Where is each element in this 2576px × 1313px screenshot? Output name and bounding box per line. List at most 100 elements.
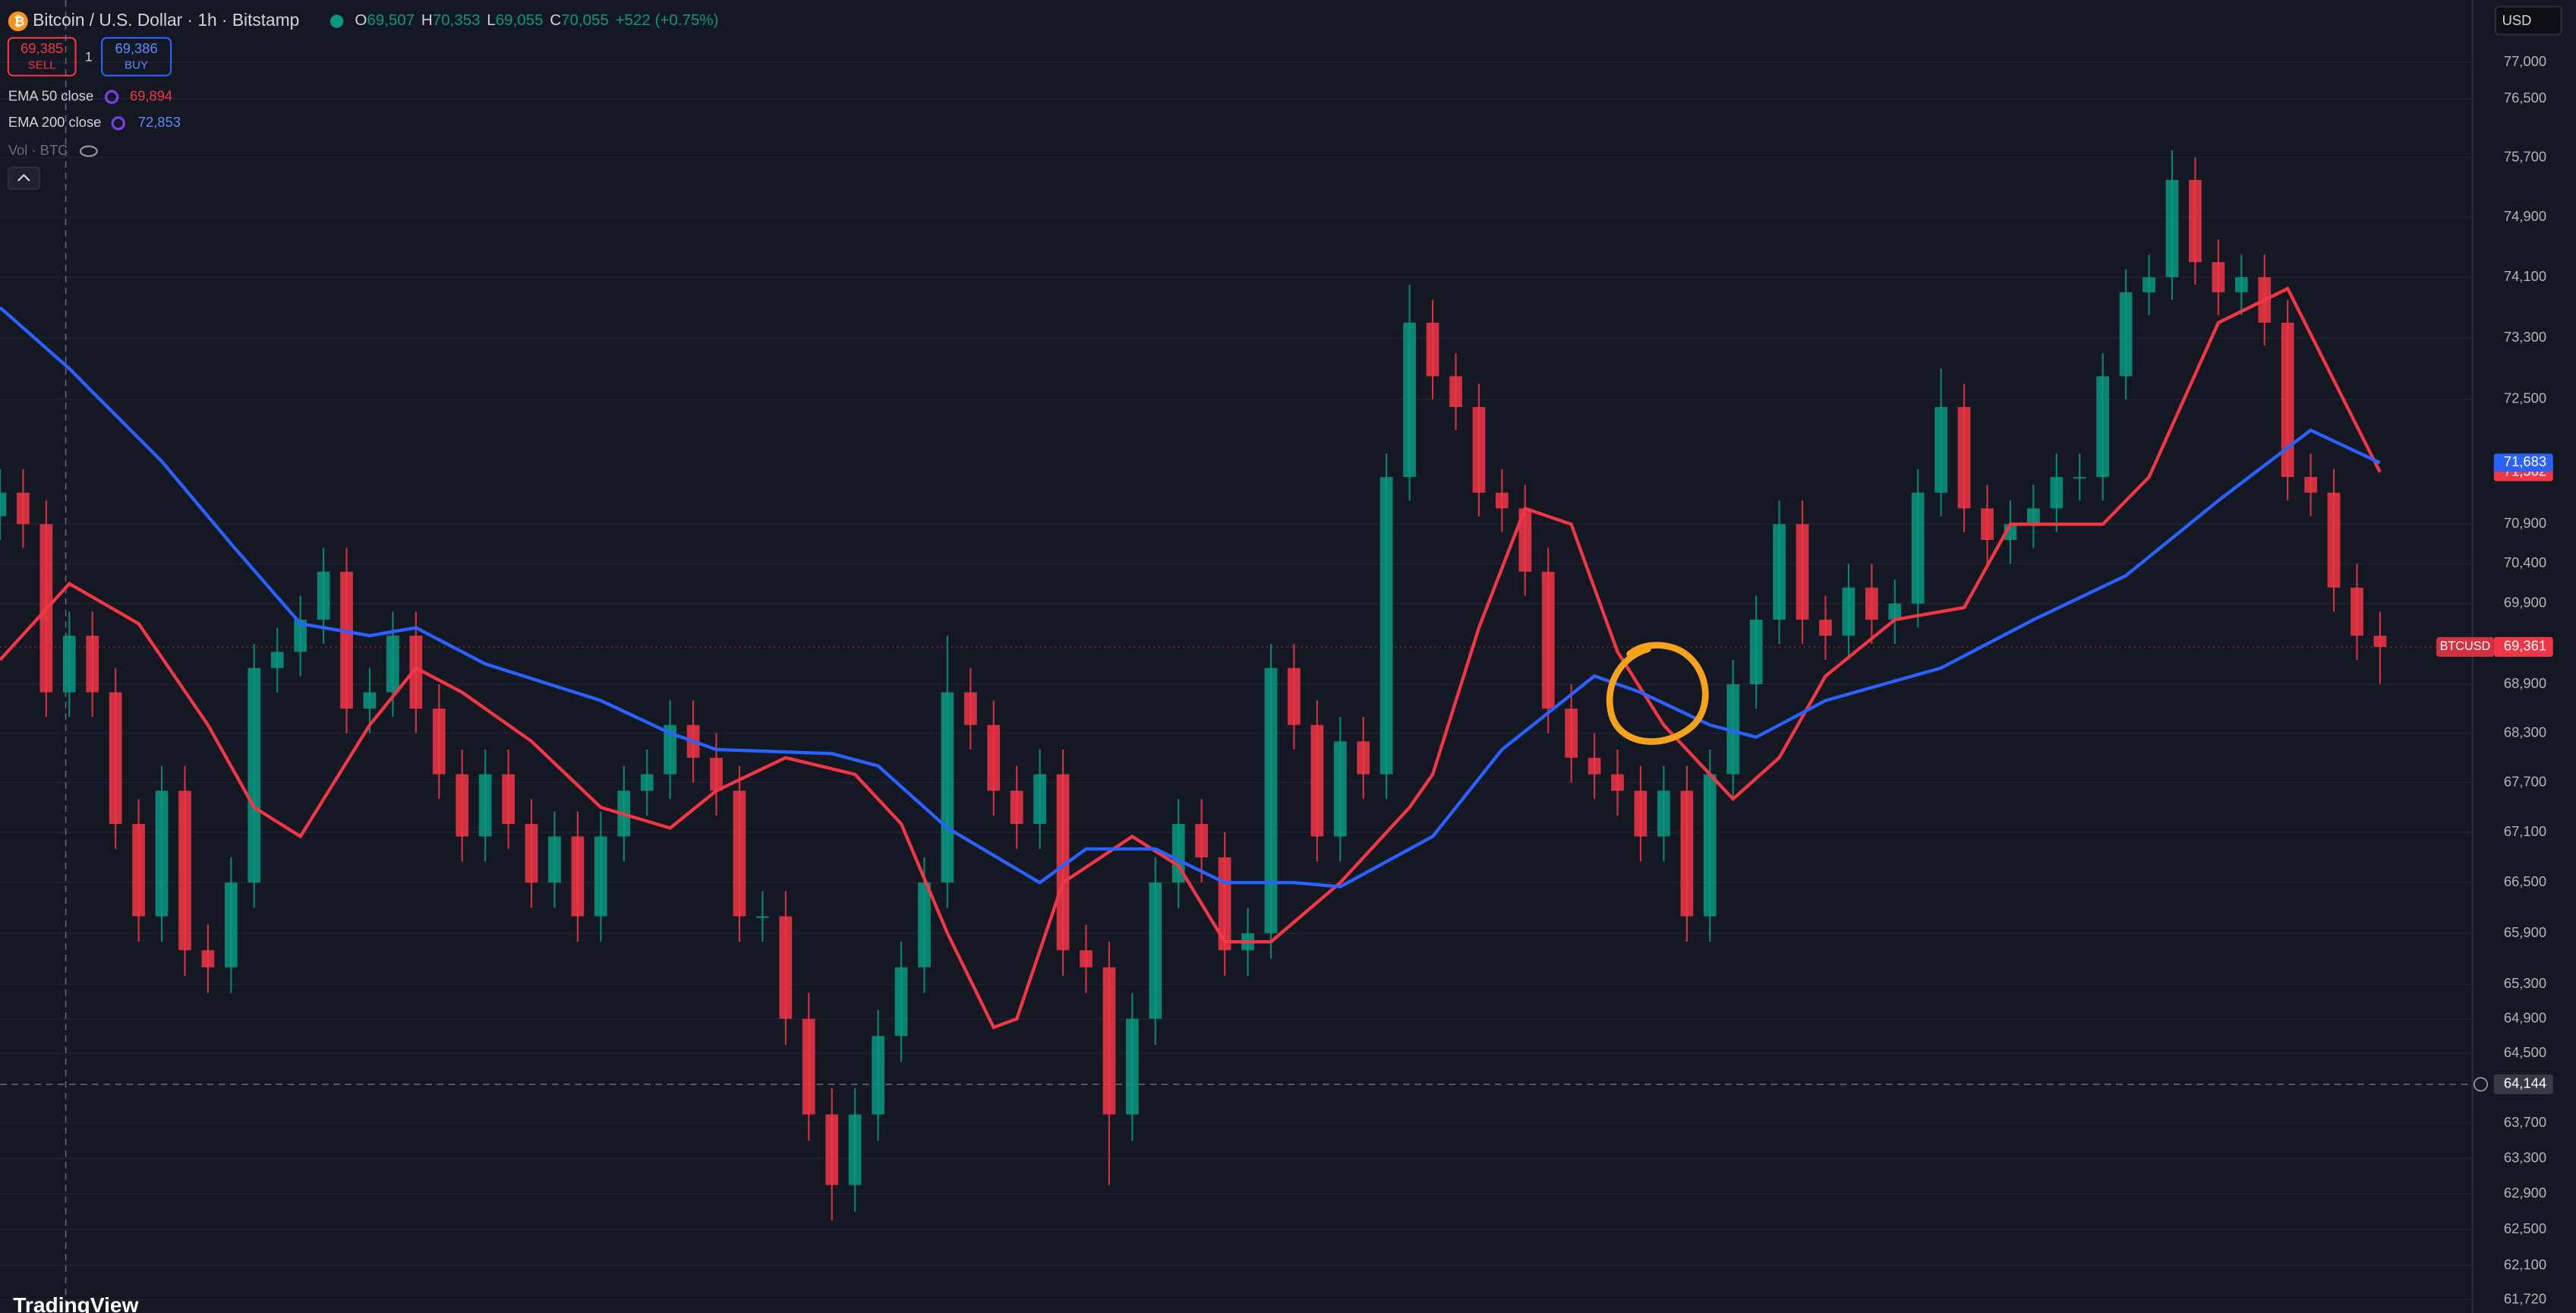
candle-body bbox=[1773, 524, 1786, 620]
crosshair-add-icon[interactable] bbox=[2473, 1077, 2489, 1092]
ohlc-key: O bbox=[355, 12, 367, 30]
candle-body bbox=[2073, 477, 2086, 479]
candle-body bbox=[432, 709, 446, 775]
candle-body bbox=[1449, 376, 1462, 407]
y-tick-label: 64,900 bbox=[2504, 1009, 2546, 1025]
currency-button[interactable] bbox=[2494, 5, 2562, 36]
candle-body bbox=[1357, 741, 1370, 775]
candle-body bbox=[594, 836, 607, 917]
candle-body bbox=[317, 571, 330, 620]
y-tick-label: 65,900 bbox=[2504, 924, 2546, 940]
candle-body bbox=[294, 619, 307, 652]
candle-body bbox=[1495, 492, 1509, 509]
candle-body bbox=[109, 692, 122, 825]
candle-body bbox=[478, 774, 492, 837]
candle-body bbox=[1126, 1018, 1139, 1115]
candle-body bbox=[1403, 322, 1416, 478]
ohlc-readout: O69,507 H70,353 L69,055 C70,055 +522 (+0.75%… bbox=[355, 12, 718, 30]
symbol-title[interactable]: Bitcoin / U.S. Dollar · 1h · Bitstamp bbox=[33, 10, 299, 30]
y-tick-label: 65,300 bbox=[2504, 975, 2546, 991]
candle-body bbox=[1865, 587, 1878, 620]
candle-body bbox=[525, 824, 538, 883]
candle-body bbox=[1680, 791, 1694, 917]
candle-body bbox=[1634, 791, 1647, 837]
ema-line bbox=[0, 286, 2382, 1030]
candle-body bbox=[779, 916, 793, 1019]
candle-body bbox=[456, 774, 469, 837]
candle-body bbox=[2096, 376, 2110, 478]
sell-button[interactable] bbox=[7, 36, 77, 77]
candle-body bbox=[248, 668, 261, 883]
candle-body bbox=[155, 791, 169, 917]
ema-price-tag bbox=[2493, 453, 2553, 472]
candle-body bbox=[2234, 277, 2248, 292]
y-tick-label: 67,100 bbox=[2504, 823, 2546, 839]
candle-body bbox=[386, 636, 399, 693]
collapse-button[interactable] bbox=[7, 166, 41, 190]
candle-body bbox=[2304, 477, 2317, 493]
collapse-icon bbox=[17, 173, 30, 181]
ohlc-key: C bbox=[550, 12, 561, 30]
candle-body bbox=[756, 916, 769, 918]
volume-indicator[interactable]: Vol · BTC bbox=[8, 142, 68, 158]
candle-body bbox=[502, 774, 515, 825]
candle-body bbox=[2351, 587, 2363, 636]
candle-body bbox=[894, 967, 908, 1037]
ohlc-value: 70,353 bbox=[433, 12, 481, 30]
y-tick-label: 74,100 bbox=[2504, 268, 2546, 284]
candle-body bbox=[1934, 406, 1948, 493]
indicator-icon[interactable] bbox=[111, 116, 125, 131]
y-tick-label: 62,100 bbox=[2504, 1256, 2546, 1272]
candle-body bbox=[270, 652, 284, 668]
symbol-tag-label: BTCUSD bbox=[2440, 639, 2491, 653]
y-tick-label: 74,900 bbox=[2504, 208, 2546, 224]
candle-body bbox=[1264, 668, 1278, 933]
logo[interactable]: TradingView bbox=[13, 1293, 138, 1313]
candle-body bbox=[548, 836, 561, 883]
y-tick-label: 69,900 bbox=[2504, 595, 2546, 611]
price-change: +522 (+0.75%) bbox=[616, 12, 719, 30]
sell-price: 69,385 bbox=[20, 40, 63, 56]
indicator-name[interactable]: EMA 50 close bbox=[8, 88, 93, 104]
y-tick-label: 72,500 bbox=[2504, 390, 2546, 406]
candle-body bbox=[86, 636, 99, 693]
candle-body bbox=[733, 791, 746, 917]
candle-body bbox=[1657, 791, 1670, 837]
ohlc-value: 69,507 bbox=[367, 12, 415, 30]
candle-body bbox=[1796, 524, 1809, 620]
y-tick-label: 61,720 bbox=[2504, 1291, 2546, 1307]
candle-body bbox=[1010, 791, 1023, 825]
indicator-name[interactable]: EMA 200 close bbox=[8, 114, 102, 130]
hide-icon[interactable] bbox=[79, 145, 98, 157]
market-status[interactable] bbox=[329, 14, 344, 28]
ema-line bbox=[0, 306, 2381, 888]
candle-body bbox=[17, 492, 30, 525]
candle-body bbox=[848, 1114, 862, 1185]
crosshair-label: 64,144 bbox=[2504, 1075, 2546, 1091]
buy-button[interactable] bbox=[101, 36, 172, 77]
candle-body bbox=[1819, 619, 1832, 636]
candle-body bbox=[1611, 774, 1624, 791]
candle-body bbox=[1565, 709, 1578, 758]
candle-body bbox=[62, 636, 76, 693]
y-tick-label: 76,500 bbox=[2504, 90, 2546, 106]
candle-body bbox=[1541, 571, 1555, 709]
candle-body bbox=[2327, 492, 2341, 588]
bitcoin-glyph: ₿ bbox=[14, 14, 24, 29]
candle-body bbox=[409, 636, 423, 709]
candle-body bbox=[2142, 277, 2155, 292]
candle-body bbox=[1588, 757, 1601, 775]
y-tick-label: 64,500 bbox=[2504, 1044, 2546, 1060]
candle-body bbox=[224, 882, 238, 967]
indicator-icon[interactable] bbox=[104, 90, 119, 104]
y-tick-label: 63,700 bbox=[2504, 1114, 2546, 1130]
candle-body bbox=[1056, 774, 1070, 951]
candle-body bbox=[2212, 262, 2225, 292]
price-axis: 77,000 76,500 75,700 74,900 74,100 73,300 72,5… bbox=[2436, 53, 2553, 1307]
ohlc-key: L bbox=[487, 12, 495, 30]
ohlc-value: 69,055 bbox=[496, 12, 544, 30]
candle-body bbox=[963, 692, 977, 725]
candle-body bbox=[664, 724, 677, 775]
